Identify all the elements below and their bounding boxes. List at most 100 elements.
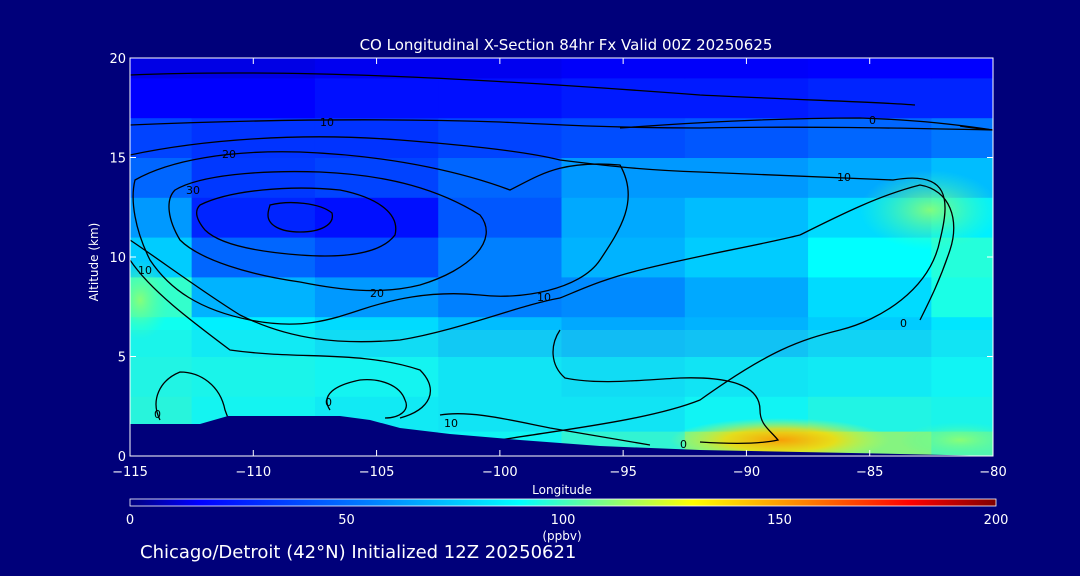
contour-label: 10 bbox=[837, 171, 851, 184]
contour-label: 10 bbox=[444, 417, 458, 430]
contour-label: 0 bbox=[680, 438, 687, 451]
colorbar-unit: (ppbv) bbox=[542, 529, 581, 543]
colorbar-tick-label: 200 bbox=[984, 513, 1009, 528]
x-tick-label: −95 bbox=[609, 465, 636, 480]
x-tick-label: −85 bbox=[856, 465, 883, 480]
field-cell bbox=[684, 237, 809, 278]
field-cell bbox=[438, 276, 562, 318]
surface-high-co bbox=[670, 418, 890, 456]
field-cell bbox=[561, 237, 686, 278]
field-cell bbox=[130, 77, 193, 119]
contour-line bbox=[559, 234, 801, 299]
field-cell bbox=[684, 77, 809, 119]
contour-line bbox=[439, 413, 651, 446]
y-tick-label: 20 bbox=[109, 52, 126, 67]
field-cell bbox=[130, 197, 193, 238]
y-tick-label: 5 bbox=[118, 351, 126, 366]
contour-label: 20 bbox=[370, 287, 384, 300]
field-cell bbox=[931, 356, 993, 397]
field-cell bbox=[684, 276, 809, 318]
field-cell bbox=[438, 356, 562, 397]
field-cell bbox=[808, 58, 932, 79]
contour-line bbox=[130, 119, 993, 131]
contour-line bbox=[130, 72, 916, 106]
field-cell bbox=[931, 77, 993, 119]
field-cell bbox=[808, 117, 932, 158]
contour-label: 0 bbox=[154, 408, 161, 421]
contour-line bbox=[130, 136, 946, 441]
x-axis: −115 −110 −105 −100 −95 −90 −85 −80 bbox=[112, 58, 1007, 480]
contour-line bbox=[552, 329, 780, 444]
field-cell bbox=[438, 237, 562, 278]
field-cell bbox=[191, 237, 316, 278]
field-cell bbox=[191, 197, 316, 238]
field-cell bbox=[191, 276, 316, 318]
y-axis: 0 5 10 15 20 bbox=[109, 52, 993, 465]
field-cell bbox=[684, 356, 809, 397]
east-midlevel-high-co bbox=[860, 170, 993, 250]
field-cell bbox=[314, 77, 439, 119]
plot-area: 10 20 30 20 10 10 10 0 10 0 0 0 0 bbox=[130, 58, 993, 456]
field-cell bbox=[561, 77, 686, 119]
contour-line bbox=[196, 187, 397, 257]
contour-line bbox=[130, 239, 561, 343]
contour-labels: 10 20 30 20 10 10 10 0 10 0 0 0 0 bbox=[138, 114, 907, 451]
field-cell bbox=[561, 276, 686, 318]
x-tick-label: −110 bbox=[235, 465, 271, 480]
colorbar-tick-label: 50 bbox=[338, 513, 355, 528]
footer-caption: Chicago/Detroit (42°N) Initialized 12Z 2… bbox=[140, 542, 577, 563]
field-cell bbox=[684, 58, 809, 79]
field-cell bbox=[561, 117, 686, 158]
field-cell bbox=[931, 276, 993, 318]
x-tick-label: −100 bbox=[482, 465, 518, 480]
contour-label: 10 bbox=[138, 264, 152, 277]
contour-label: 20 bbox=[222, 148, 236, 161]
field-cell bbox=[561, 58, 686, 79]
contour-label: 0 bbox=[900, 317, 907, 330]
surface-high-co-east bbox=[900, 422, 993, 456]
field-cell bbox=[438, 58, 562, 79]
x-axis-label: Longitude bbox=[532, 483, 592, 497]
field-cell bbox=[684, 157, 809, 198]
field-cell bbox=[314, 356, 439, 397]
colorbar bbox=[129, 498, 997, 507]
contour-line bbox=[959, 125, 993, 131]
field-cell bbox=[931, 117, 993, 158]
field-cell bbox=[684, 197, 809, 238]
field-cell bbox=[130, 356, 193, 397]
field-cell bbox=[808, 276, 932, 318]
contour-line bbox=[168, 170, 487, 292]
contour-lines bbox=[130, 72, 993, 446]
contour-line bbox=[799, 184, 955, 321]
contour-label: 0 bbox=[869, 114, 876, 127]
field-cell bbox=[438, 157, 562, 198]
contour-line bbox=[130, 259, 431, 419]
field-cell bbox=[561, 157, 686, 198]
contour-line bbox=[267, 201, 333, 233]
colorbar-tick-label: 150 bbox=[767, 513, 792, 528]
contour-line bbox=[326, 379, 407, 419]
colorbar-tick-label: 0 bbox=[126, 513, 134, 528]
field-cell bbox=[191, 77, 316, 119]
field-cell bbox=[438, 197, 562, 238]
field-cell bbox=[561, 316, 686, 357]
contour-label: 30 bbox=[186, 184, 200, 197]
field-cell bbox=[438, 316, 562, 357]
x-tick-label: −105 bbox=[359, 465, 395, 480]
chart-title: CO Longitudinal X-Section 84hr Fx Valid … bbox=[360, 36, 773, 54]
colorbar-ticks: 0 50 100 150 200 bbox=[126, 513, 1009, 528]
field-cell bbox=[808, 356, 932, 397]
contour-line bbox=[155, 371, 229, 421]
west-midlevel-high-co bbox=[130, 260, 170, 340]
field-cell bbox=[931, 58, 993, 79]
contour-label: 0 bbox=[325, 396, 332, 409]
y-tick-label: 10 bbox=[109, 251, 126, 266]
x-tick-label: −80 bbox=[979, 465, 1006, 480]
field-cell bbox=[808, 316, 932, 357]
y-tick-label: 15 bbox=[109, 152, 126, 167]
field-cell bbox=[314, 276, 439, 318]
contour-label: 10 bbox=[320, 116, 334, 129]
contour-label: 10 bbox=[537, 291, 551, 304]
x-tick-label: −90 bbox=[733, 465, 760, 480]
